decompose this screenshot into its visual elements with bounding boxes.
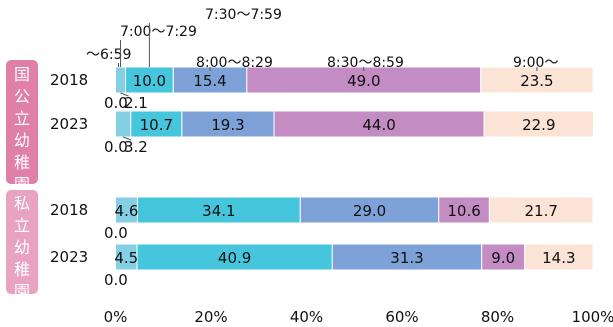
- x-tick-label-0: 0%: [104, 308, 128, 326]
- x-tick-label-1: 20%: [194, 308, 227, 326]
- bar-segment-0-0-4: [246, 66, 482, 94]
- value-label-0-0-0: 0.0: [104, 94, 128, 112]
- value-label-0-1-5: 22.9: [522, 116, 555, 134]
- group-label-box-0: [6, 60, 38, 184]
- row-label-1-1: 2023: [50, 248, 88, 266]
- row-label-0-1: 2023: [50, 115, 88, 133]
- value-label-1-1-2: 40.9: [218, 249, 251, 267]
- value-label-1-1-3: 31.3: [390, 249, 423, 267]
- x-tick-label-2: 40%: [290, 308, 323, 326]
- value-label-0-1-0: 0.0: [104, 138, 128, 156]
- value-label-1-0-2: 34.1: [202, 202, 235, 220]
- legend-label-4: 8:30～8:59: [327, 55, 404, 71]
- value-label-0-0-5: 23.5: [520, 72, 553, 90]
- value-label-0-0-3: 15.4: [193, 72, 226, 90]
- row-label-0-0: 2018: [50, 71, 88, 89]
- bar-segment-1-1-5: [524, 243, 594, 271]
- value-label-0-1-1: 3.2: [124, 138, 148, 156]
- value-label-1-0-4: 10.6: [447, 202, 480, 220]
- bar-segment-0-1-1: [115, 110, 132, 138]
- legend-label-5: 9:00～: [513, 55, 558, 71]
- bar-segment-0-0-2: [125, 66, 174, 94]
- bar-segment-1-0-2: [136, 196, 301, 224]
- legend-label-3: 8:00～8:29: [196, 55, 273, 71]
- value-label-1-0-1: 4.6: [115, 202, 139, 220]
- value-label-1-1-1: 4.5: [114, 249, 138, 267]
- value-label-1-0-5: 21.7: [524, 202, 557, 220]
- leader-line-0-0: [120, 92, 129, 97]
- x-tick-label-3: 60%: [385, 308, 418, 326]
- bar-segment-0-1-4: [273, 110, 485, 138]
- bar-segment-1-0-3: [299, 196, 440, 224]
- value-label-1-1-4: 9.0: [491, 249, 515, 267]
- leader-line-0-1: [122, 136, 132, 141]
- value-label-1-1-5: 14.3: [542, 249, 575, 267]
- value-label-0-0-1: 2.1: [124, 94, 148, 112]
- value-label-0-1-4: 44.0: [362, 116, 395, 134]
- value-label-0-1-2: 10.7: [140, 116, 173, 134]
- value-label-0-0-4: 49.0: [347, 72, 380, 90]
- group-label-box-1: [6, 190, 38, 294]
- legend-label-0: ～6:59: [86, 47, 131, 63]
- row-label-1-0: 2018: [50, 201, 88, 219]
- x-tick-label-5: 100%: [572, 308, 613, 326]
- value-label-0-0-2: 10.0: [133, 72, 166, 90]
- value-label-1-0-3: 29.0: [353, 202, 386, 220]
- bar-segment-1-1-2: [136, 243, 333, 271]
- bar-segment-0-1-5: [483, 110, 594, 138]
- bar-segment-0-1-3: [181, 110, 275, 138]
- value-label-1-1-0: 0.0: [104, 271, 128, 289]
- group-label-1: 私立幼稚園: [14, 194, 30, 301]
- bar-segment-0-1-2: [130, 110, 183, 138]
- group-label-0: 国公立幼稚園: [14, 65, 30, 194]
- bar-segment-1-0-5: [488, 196, 594, 224]
- value-label-1-0-0: 0.0: [104, 224, 128, 242]
- legend-label-2: 7:30～7:59: [205, 7, 282, 23]
- bar-segment-0-0-1: [115, 66, 127, 94]
- value-label-0-1-3: 19.3: [211, 116, 244, 134]
- legend-label-1: 7:00～7:29: [120, 24, 197, 40]
- x-tick-label-4: 80%: [481, 308, 514, 326]
